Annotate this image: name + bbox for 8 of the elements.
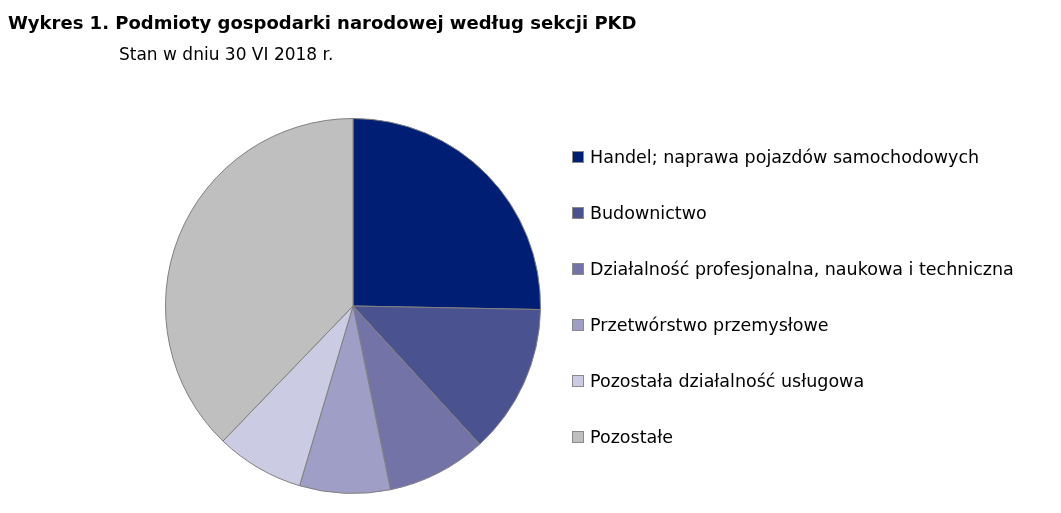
legend-label: Pozostałe: [590, 427, 673, 447]
chart-title: Wykres 1. Podmioty gospodarki narodowej według sekcji PKD: [8, 12, 637, 33]
legend-label: Handel; naprawa pojazdów samochodowych: [590, 147, 980, 167]
legend-label: Działalność profesjonalna, naukowa i techniczna: [590, 259, 1014, 279]
legend-label: Przetwórstwo przemysłowe: [590, 315, 829, 335]
chart-subtitle: Stan w dniu 30 VI 2018 r.: [119, 44, 334, 64]
legend-label: Budownictwo: [590, 203, 707, 223]
legend-label: Pozostała działalność usługowa: [590, 371, 865, 391]
